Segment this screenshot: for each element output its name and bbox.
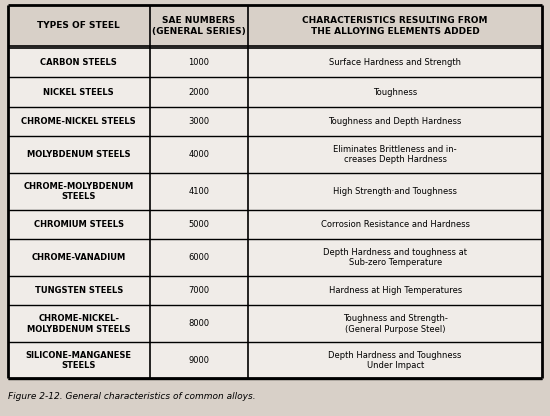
Text: 1000: 1000: [189, 58, 210, 67]
Text: Toughness and Strength-
(General Purpose Steel): Toughness and Strength- (General Purpose…: [343, 314, 448, 334]
Text: 5000: 5000: [189, 220, 210, 229]
Text: 4100: 4100: [189, 187, 210, 196]
Text: CHROME-MOLYBDENUM
STEELS: CHROME-MOLYBDENUM STEELS: [24, 182, 134, 201]
Text: SILICONE-MANGANESE
STEELS: SILICONE-MANGANESE STEELS: [26, 351, 132, 370]
Text: Figure 2-12. General characteristics of common alloys.: Figure 2-12. General characteristics of …: [8, 392, 256, 401]
Text: 2000: 2000: [189, 88, 210, 97]
Text: Depth Hardness and toughness at
Sub-zero Temperature: Depth Hardness and toughness at Sub-zero…: [323, 248, 467, 267]
Text: MOLYBDENUM STEELS: MOLYBDENUM STEELS: [27, 150, 130, 159]
Text: Hardness at High Temperatures: Hardness at High Temperatures: [328, 286, 462, 295]
Text: Corrosion Resistance and Hardness: Corrosion Resistance and Hardness: [321, 220, 470, 229]
Text: CHROME-NICKEL-
MOLYBDENUM STEELS: CHROME-NICKEL- MOLYBDENUM STEELS: [27, 314, 130, 334]
Text: 9000: 9000: [189, 356, 210, 365]
Text: 8000: 8000: [188, 319, 210, 328]
Text: CHARACTERISTICS RESULTING FROM
THE ALLOYING ELEMENTS ADDED: CHARACTERISTICS RESULTING FROM THE ALLOY…: [302, 16, 488, 36]
Text: Toughness: Toughness: [373, 88, 417, 97]
Text: TYPES OF STEEL: TYPES OF STEEL: [37, 22, 120, 30]
Text: CARBON STEELS: CARBON STEELS: [40, 58, 117, 67]
Text: High Strength·and Toughness: High Strength·and Toughness: [333, 187, 457, 196]
Text: SAE NUMBERS
(GENERAL SERIES): SAE NUMBERS (GENERAL SERIES): [152, 16, 246, 36]
Text: 7000: 7000: [188, 286, 210, 295]
Text: 3000: 3000: [188, 117, 210, 126]
Text: 6000: 6000: [188, 253, 210, 262]
Text: NICKEL STEELS: NICKEL STEELS: [43, 88, 114, 97]
Text: CHROME-NICKEL STEELS: CHROME-NICKEL STEELS: [21, 117, 136, 126]
Text: CHROMIUM STEELS: CHROMIUM STEELS: [34, 220, 124, 229]
Text: Depth Hardness and Toughness
Under Impact: Depth Hardness and Toughness Under Impac…: [328, 351, 462, 370]
Text: TUNGSTEN STEELS: TUNGSTEN STEELS: [35, 286, 123, 295]
Text: 4000: 4000: [189, 150, 210, 159]
Text: Surface Hardness and Strength: Surface Hardness and Strength: [329, 58, 461, 67]
Text: Eliminates Brittleness and in-
creases Depth Hardness: Eliminates Brittleness and in- creases D…: [333, 145, 457, 164]
Text: CHROME-VANADIUM: CHROME-VANADIUM: [32, 253, 126, 262]
Bar: [8, 5, 542, 47]
Bar: [8, 5, 542, 378]
Text: Toughness and Depth Hardness: Toughness and Depth Hardness: [328, 117, 462, 126]
